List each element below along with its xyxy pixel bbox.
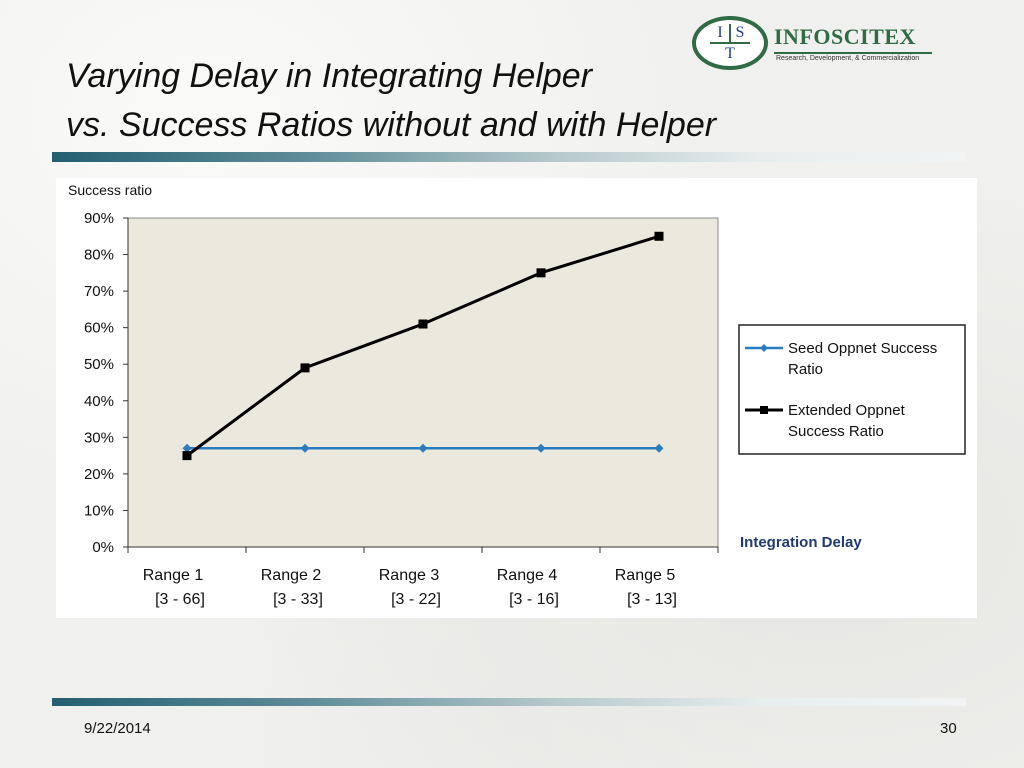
x-tick-interval-label: [3 - 13]	[627, 591, 677, 608]
series-2-point	[654, 231, 664, 241]
x-tick-label: Range 5	[615, 567, 676, 584]
company-logo: I S T INFOSCITEX Research, Development, …	[690, 14, 940, 74]
success-ratio-chart: Success ratio 0% 10% 20% 30% 40% 50% 60% 70% 80% 9…	[68, 182, 966, 608]
y-tick-label: 20%	[84, 466, 114, 483]
series-1-point	[182, 443, 192, 453]
legend-label: Seed Oppnet Success	[788, 340, 937, 357]
x-axis-label: Integration Delay	[740, 534, 862, 551]
y-tick-label: 40%	[84, 393, 114, 410]
x-tick-label: Range 3	[379, 567, 440, 584]
x-tick-label: Range 4	[497, 567, 558, 584]
logo-tagline: Research, Development, & Commercializati…	[776, 55, 920, 62]
logo-letter-t: T	[725, 45, 735, 62]
logo-emblem: I S T	[692, 16, 768, 70]
series-1-point	[536, 443, 546, 453]
y-tick-label: 10%	[84, 502, 114, 519]
series-2-point	[536, 268, 546, 278]
x-tick-interval-label: [3 - 33]	[273, 591, 323, 608]
y-tick-label: 70%	[84, 283, 114, 300]
header-divider	[52, 152, 966, 162]
series-2-point	[300, 363, 310, 373]
legend-label-continued: Ratio	[788, 361, 823, 378]
logo-wordmark: INFOSCITEX	[774, 24, 916, 49]
series-1-point	[300, 443, 310, 453]
slide-title-line-1: Varying Delay in Integrating Helper	[66, 57, 593, 95]
slide-date: 9/22/2014	[84, 720, 151, 737]
series-1-point	[418, 443, 428, 453]
slide-page-number: 30	[940, 720, 957, 737]
y-tick-label: 80%	[84, 247, 114, 264]
slide-title-line-2: vs. Success Ratios without and with Help…	[66, 106, 717, 144]
slide-title: Varying Delay in Integrating Helper vs. …	[66, 52, 716, 150]
legend-label: Extended Oppnet	[788, 402, 906, 419]
y-tick-label: 60%	[84, 320, 114, 337]
chart-legend	[738, 324, 966, 455]
logo-grid-icon	[710, 24, 750, 44]
y-tick-label: 30%	[84, 429, 114, 446]
legend-swatch-marker	[760, 344, 768, 352]
y-axis-label: Success ratio	[68, 182, 152, 198]
logo-letter-s: S	[735, 24, 745, 41]
y-tick-label: 0%	[92, 539, 114, 556]
x-tick-label: Range 2	[261, 567, 322, 584]
series-2-point	[182, 451, 192, 461]
y-tick-label: 90%	[84, 210, 114, 227]
x-tick-interval-label: [3 - 16]	[509, 591, 559, 608]
plot-area	[127, 217, 719, 548]
x-tick-interval-label: [3 - 22]	[391, 591, 441, 608]
x-tick-interval-label: [3 - 66]	[155, 591, 205, 608]
x-tick-label: Range 1	[143, 567, 204, 584]
legend-label-continued: Success Ratio	[788, 423, 884, 440]
series-1-point	[654, 443, 664, 453]
logo-letter-i: I	[717, 24, 723, 41]
footer-divider	[52, 698, 966, 706]
series-2-point	[418, 319, 428, 329]
chart-panel: Success ratio 0% 10% 20% 30% 40% 50% 60% 70% 80% 9…	[56, 178, 977, 618]
y-tick-label: 50%	[84, 356, 114, 373]
logo-underline	[774, 52, 932, 54]
legend-swatch-marker	[760, 406, 768, 414]
